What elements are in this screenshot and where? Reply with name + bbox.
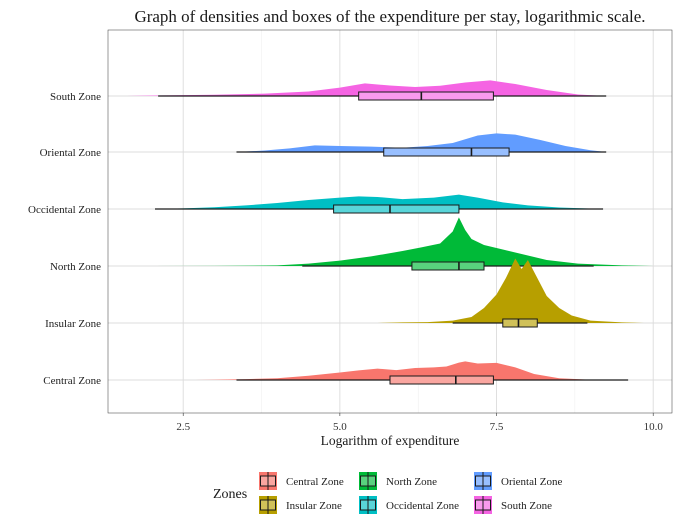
legend-title: Zones (213, 487, 247, 502)
series-occidental-zone (155, 194, 604, 214)
series-oriental-zone (236, 133, 607, 157)
legend-item-occidental-zone: Occidental Zone (359, 496, 459, 514)
legend-item-south-zone: South Zone (474, 496, 552, 514)
x-axis-title: Logarithm of expenditure (321, 433, 460, 448)
series-insular-zone (377, 258, 644, 328)
y-tick-label-north-zone: North Zone (50, 261, 101, 273)
box-north-zone (411, 261, 485, 271)
plot-panel-border (107, 29, 673, 414)
legend-label: Occidental Zone (386, 500, 459, 512)
x-tick-label: 5.0 (333, 421, 347, 433)
legend-items: Central Zone Insular Zone North Zone Occide… (259, 472, 563, 514)
legend-label: South Zone (501, 500, 552, 512)
y-tick-label-central-zone: Central Zone (43, 375, 101, 387)
box-south-zone (358, 91, 494, 101)
density-occidental-zone (155, 194, 604, 209)
series-south-zone (126, 80, 607, 101)
legend-item-insular-zone: Insular Zone (259, 496, 342, 514)
x-axis-ticks: 2.5 5.0 7.5 10.0 (176, 413, 663, 433)
box-occidental-zone (333, 204, 460, 214)
series-central-zone (195, 361, 629, 385)
box-central-zone (389, 375, 494, 385)
legend-item-central-zone: Central Zone (259, 472, 344, 490)
x-tick-label: 7.5 (490, 421, 504, 433)
box-insular-zone (502, 318, 538, 328)
box-oriental-zone (383, 147, 510, 157)
chart-title: Graph of densities and boxes of the expe… (134, 7, 645, 26)
x-tick-label: 10.0 (644, 421, 664, 433)
legend-item-north-zone: North Zone (359, 472, 437, 490)
legend-label: Oriental Zone (501, 476, 563, 488)
y-tick-label-occidental-zone: Occidental Zone (28, 204, 101, 216)
y-tick-label-south-zone: South Zone (50, 91, 101, 103)
density-oriental-zone (236, 133, 607, 152)
legend-label: Insular Zone (286, 500, 342, 512)
density-north-zone (151, 217, 654, 266)
y-axis-labels: Central Zone Insular Zone North Zone Occide… (28, 91, 101, 387)
legend-label: North Zone (386, 476, 437, 488)
series-north-zone (151, 217, 654, 271)
legend-item-oriental-zone: Oriental Zone (474, 472, 563, 490)
y-tick-label-insular-zone: Insular Zone (45, 318, 101, 330)
legend-label: Central Zone (286, 476, 344, 488)
density-central-zone (195, 361, 629, 380)
legend: Zones Central Zone Insular Zone North Zone… (213, 472, 563, 514)
series-layer (126, 80, 654, 385)
x-tick-label: 2.5 (176, 421, 190, 433)
density-insular-zone (377, 258, 644, 323)
y-tick-label-oriental-zone: Oriental Zone (40, 147, 102, 159)
